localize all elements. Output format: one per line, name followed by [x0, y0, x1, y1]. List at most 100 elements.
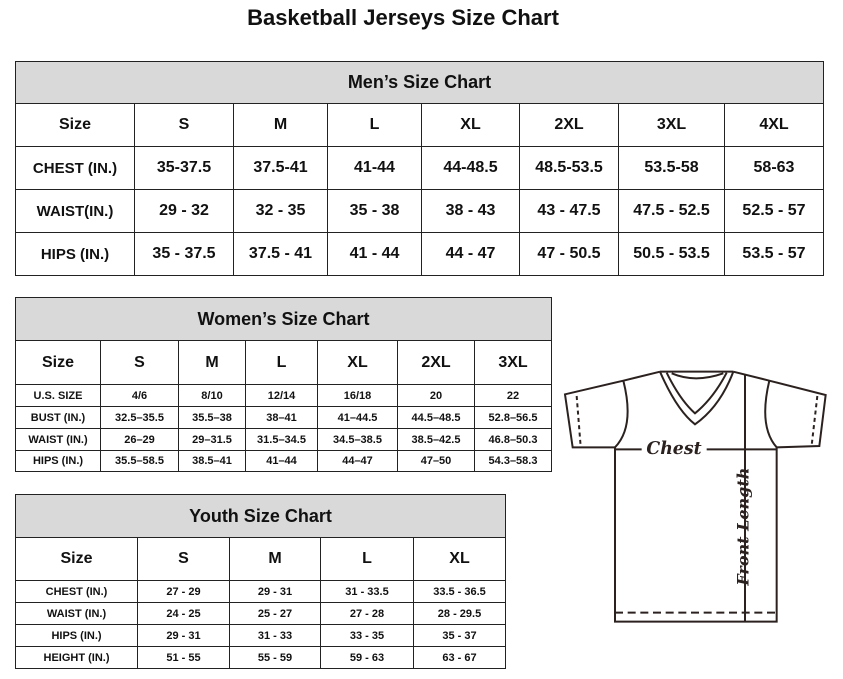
measurement-cell: 53.5-58 [618, 146, 725, 190]
size-header-row: Size S M L XL 2XL 3XL [15, 340, 553, 385]
measurement-cell: 35.5–58.5 [100, 450, 179, 472]
row-label: BUST (IN.) [15, 406, 101, 429]
measurement-cell: 31.5–34.5 [245, 428, 318, 451]
measurement-cell: 47.5 - 52.5 [618, 189, 725, 233]
size-column-header: XL [412, 537, 507, 581]
women-table-heading: Women’s Size Chart [14, 297, 553, 341]
table-row: WAIST(IN.) 29 - 32 32 - 35 35 - 38 38 - 43 43… [15, 189, 824, 233]
table-row: HIPS (IN.) 35 - 37.5 37.5 - 41 41 - 44 44 - … [15, 232, 824, 276]
size-column-header: S [134, 103, 234, 147]
table-row: HIPS (IN.) 29 - 31 31 - 33 33 - 35 35 - 37 [15, 624, 507, 647]
measurement-cell: 54.3–58.3 [473, 450, 553, 472]
table-row: U.S. SIZE 4/6 8/10 12/14 16/18 20 22 [15, 384, 553, 407]
table-row: WAIST (IN.) 24 - 25 25 - 27 27 - 28 28 - 29.… [15, 602, 507, 625]
youth-table-heading: Youth Size Chart [14, 494, 507, 538]
womens-size-table: Women’s Size Chart Size S M L XL 2XL 3XL U.S. SI… [14, 297, 553, 472]
chest-label: Chest [646, 439, 701, 459]
measurement-cell: 8/10 [178, 384, 246, 407]
measurement-cell: 33 - 35 [320, 624, 414, 647]
size-label: Size [15, 340, 101, 385]
measurement-cell: 63 - 67 [412, 646, 507, 669]
measurement-cell: 32 - 35 [233, 189, 328, 233]
size-column-header: 4XL [724, 103, 824, 147]
size-column-header: 2XL [397, 340, 475, 385]
measurement-cell: 28 - 29.5 [412, 602, 507, 625]
row-label: CHEST (IN.) [15, 146, 135, 190]
row-label: HEIGHT (IN.) [15, 646, 138, 669]
size-label: Size [15, 537, 138, 581]
measurement-cell: 41 - 44 [327, 232, 422, 276]
measurement-cell: 31 - 33 [229, 624, 321, 647]
measurement-cell: 29 - 32 [134, 189, 234, 233]
measurement-cell: 44–47 [317, 450, 398, 472]
measurement-cell: 52.5 - 57 [724, 189, 824, 233]
table-row: CHEST (IN.) 35-37.5 37.5-41 41-44 44-48.5 48.… [15, 146, 824, 190]
table-row: WAIST (IN.) 26–29 29–31.5 31.5–34.5 34.5–38.… [15, 428, 553, 451]
measurement-cell: 38 - 43 [421, 189, 520, 233]
measurement-cell: 31 - 33.5 [320, 580, 414, 603]
measurement-cell: 22 [473, 384, 553, 407]
size-column-header: XL [317, 340, 398, 385]
shirt-outline [563, 370, 827, 623]
measurement-cell: 35.5–38 [178, 406, 246, 429]
page-title: Basketball Jerseys Size Chart [247, 5, 559, 30]
measurement-cell: 41–44.5 [317, 406, 398, 429]
size-column-header: L [327, 103, 422, 147]
measurement-cell: 58-63 [724, 146, 824, 190]
size-column-header: M [229, 537, 321, 581]
size-column-header: L [245, 340, 318, 385]
measurement-cell: 50.5 - 53.5 [618, 232, 725, 276]
size-column-header: 3XL [473, 340, 553, 385]
measurement-cell: 41-44 [327, 146, 422, 190]
size-column-header: XL [421, 103, 520, 147]
measurement-cell: 24 - 25 [137, 602, 230, 625]
measurement-cell: 16/18 [317, 384, 398, 407]
measurement-cell: 47–50 [397, 450, 475, 472]
measurement-cell: 44 - 47 [421, 232, 520, 276]
measurement-cell: 44.5–48.5 [397, 406, 475, 429]
measurement-cell: 44-48.5 [421, 146, 520, 190]
measurement-cell: 41–44 [245, 450, 318, 472]
row-label: HIPS (IN.) [15, 624, 138, 647]
measurement-cell: 38–41 [245, 406, 318, 429]
row-label: U.S. SIZE [15, 384, 101, 407]
size-column-header: 2XL [519, 103, 619, 147]
size-column-header: M [233, 103, 328, 147]
measurement-cell: 37.5-41 [233, 146, 328, 190]
measurement-cell: 25 - 27 [229, 602, 321, 625]
measurement-cell: 27 - 28 [320, 602, 414, 625]
row-label: CHEST (IN.) [15, 580, 138, 603]
measurement-cell: 35 - 38 [327, 189, 422, 233]
measurement-cell: 34.5–38.5 [317, 428, 398, 451]
measurement-cell: 20 [397, 384, 475, 407]
size-header-row: Size S M L XL 2XL 3XL 4XL [15, 103, 824, 147]
measurement-cell: 29 - 31 [137, 624, 230, 647]
measurement-cell: 48.5-53.5 [519, 146, 619, 190]
measurement-cell: 4/6 [100, 384, 179, 407]
youth-size-table: Youth Size Chart Size S M L XL CHEST (IN.) 27 -… [14, 494, 507, 669]
measurement-cell: 33.5 - 36.5 [412, 580, 507, 603]
row-label: WAIST(IN.) [15, 189, 135, 233]
measurement-cell: 32.5–35.5 [100, 406, 179, 429]
size-header-row: Size S M L XL [15, 537, 507, 581]
measurement-cell: 26–29 [100, 428, 179, 451]
jersey-diagram: Chest Front Length [563, 370, 827, 623]
row-label: WAIST (IN.) [15, 602, 138, 625]
measurement-cell: 38.5–42.5 [397, 428, 475, 451]
table-row: HEIGHT (IN.) 51 - 55 55 - 59 59 - 63 63 - 67 [15, 646, 507, 669]
measurement-cell: 29 - 31 [229, 580, 321, 603]
table-row: CHEST (IN.) 27 - 29 29 - 31 31 - 33.5 33.5 -… [15, 580, 507, 603]
size-column-header: 3XL [618, 103, 725, 147]
measurement-cell: 35 - 37 [412, 624, 507, 647]
measurement-cell: 46.8–50.3 [473, 428, 553, 451]
row-label: HIPS (IN.) [15, 450, 101, 472]
measurement-cell: 53.5 - 57 [724, 232, 824, 276]
measurement-cell: 35 - 37.5 [134, 232, 234, 276]
men-table-heading: Men’s Size Chart [15, 61, 824, 104]
size-column-header: S [137, 537, 230, 581]
row-label: WAIST (IN.) [15, 428, 101, 451]
front-length-label: Front Length [733, 468, 752, 587]
size-column-header: S [100, 340, 179, 385]
measurement-cell: 29–31.5 [178, 428, 246, 451]
table-row: BUST (IN.) 32.5–35.5 35.5–38 38–41 41–44.5 44… [15, 406, 553, 429]
